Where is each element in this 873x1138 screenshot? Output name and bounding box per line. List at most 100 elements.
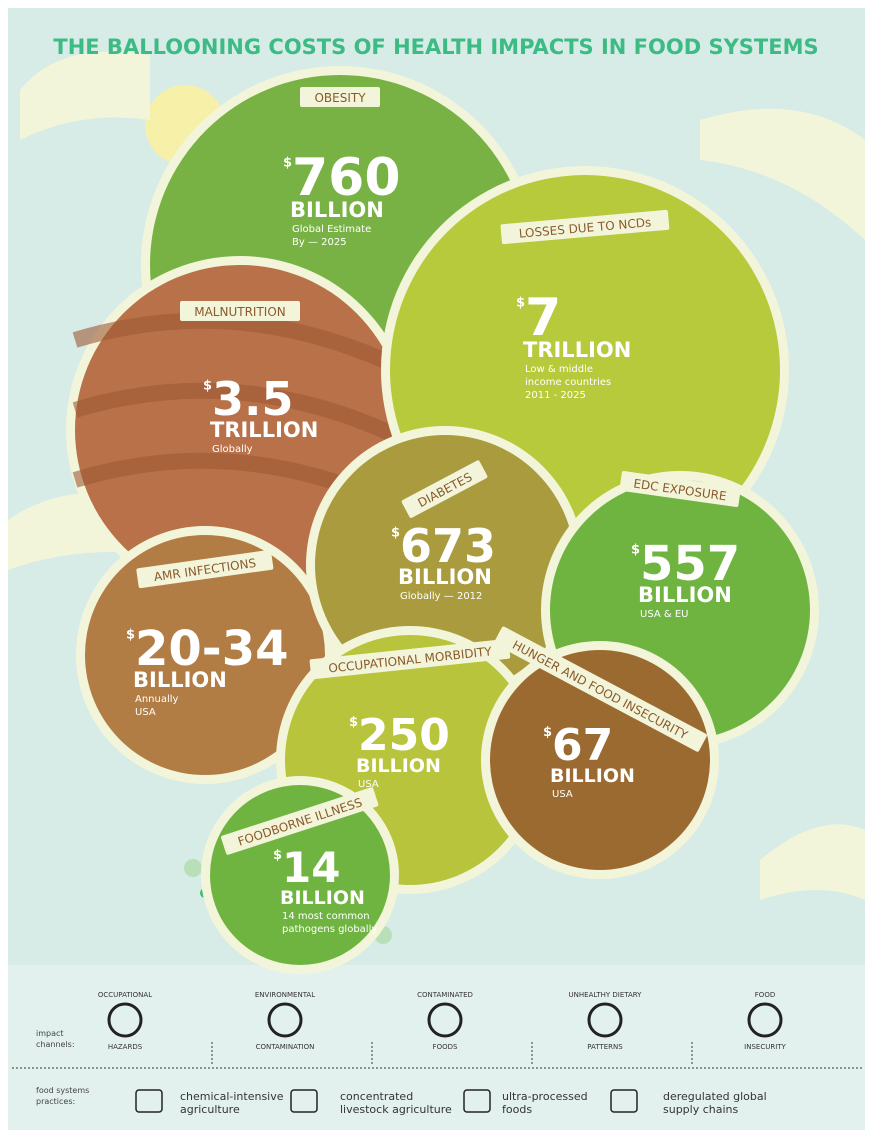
note: USA <box>358 779 379 790</box>
currency: $ <box>126 628 135 643</box>
bubble-disc <box>490 650 710 870</box>
currency: $ <box>203 379 212 394</box>
unit: BILLION <box>398 565 492 589</box>
amount: 250 <box>358 710 450 761</box>
unit: BILLION <box>638 583 732 607</box>
ribbon <box>309 638 511 680</box>
ribbon <box>221 787 379 855</box>
amount: 3.5 <box>212 372 294 426</box>
bubble-label: OBESITY <box>314 91 366 105</box>
practice-icon <box>135 1089 163 1113</box>
ribbon <box>401 460 488 518</box>
amount: 67 <box>552 720 613 771</box>
label-ribbon: OBESITY <box>300 87 380 107</box>
unit: BILLION <box>550 765 635 787</box>
footer-panel <box>8 965 865 1130</box>
channel-top: CONTAMINATED <box>417 991 473 999</box>
ribbon <box>494 626 707 752</box>
channel-icon <box>267 1002 303 1038</box>
note: Annually <box>135 694 179 705</box>
amount: 760 <box>292 148 401 208</box>
currency: $ <box>391 526 400 541</box>
practice-text: chemical-intensive <box>180 1090 284 1103</box>
unit: TRILLION <box>210 418 318 442</box>
stripe <box>72 382 409 448</box>
note: 14 most common <box>282 911 370 922</box>
channel-bottom: FOODS <box>433 1043 458 1051</box>
currency: $ <box>543 725 552 740</box>
note: pathogens globally <box>282 924 377 935</box>
unit: BILLION <box>133 668 227 692</box>
amount: 7 <box>525 288 561 348</box>
note: USA <box>552 789 573 800</box>
channels-label: impact <box>36 1029 64 1038</box>
channel-top: OCCUPATIONAL <box>98 991 152 999</box>
practice-text: livestock agriculture <box>340 1103 452 1116</box>
note: Global Estimate <box>292 224 371 235</box>
amount: 673 <box>400 519 496 573</box>
dot <box>184 859 202 877</box>
currency: $ <box>516 295 525 310</box>
note: Low & middle <box>525 364 593 375</box>
channel-top: UNHEALTHY DIETARY <box>569 991 643 999</box>
cloud <box>760 824 865 900</box>
channels-label: channels: <box>36 1040 75 1049</box>
practice-text: foods <box>502 1103 532 1116</box>
amount: 557 <box>640 536 740 592</box>
note: USA <box>135 707 156 718</box>
label-ribbon: MALNUTRITION <box>180 301 300 321</box>
unit: TRILLION <box>523 338 631 362</box>
practice-text: concentrated <box>340 1090 413 1103</box>
footer: impact channels: OCCUPATIONAL HAZARDS ENVIRO… <box>12 991 862 1116</box>
ribbon <box>500 209 670 245</box>
channel-icon <box>587 1002 623 1038</box>
practice-icon <box>610 1089 638 1113</box>
bubble-label: MALNUTRITION <box>194 305 286 319</box>
channel-bottom: PATTERNS <box>587 1043 623 1051</box>
channel-top: ENVIRONMENTAL <box>255 991 315 999</box>
channel-bottom: INSECURITY <box>744 1043 786 1051</box>
amount: 14 <box>282 843 340 892</box>
practice-text: agriculture <box>180 1103 240 1116</box>
note: 2011 - 2025 <box>525 390 586 401</box>
practices-label: food systems <box>36 1086 89 1095</box>
channel-icon <box>427 1002 463 1038</box>
note: USA & EU <box>640 609 689 620</box>
practice-icon <box>463 1089 491 1113</box>
title: THE BALLOONING COSTS OF HEALTH IMPACTS I… <box>53 35 818 59</box>
unit: BILLION <box>290 198 384 222</box>
note: Globally <box>212 444 253 455</box>
cloud <box>700 108 865 240</box>
note: income countries <box>525 377 611 388</box>
unit: BILLION <box>356 755 441 777</box>
currency: $ <box>283 155 292 170</box>
channel-bottom: CONTAMINATION <box>256 1043 315 1051</box>
bubble-disc <box>85 535 325 775</box>
channel-icon <box>747 1002 783 1038</box>
cloud <box>20 51 150 140</box>
ribbon <box>619 471 741 508</box>
practices-label: practices: <box>36 1097 75 1106</box>
stripe <box>72 312 409 378</box>
practice-icon <box>290 1089 318 1113</box>
ribbon <box>300 87 380 107</box>
note: Globally — 2012 <box>400 591 482 602</box>
channel-top: FOOD <box>755 991 775 999</box>
channel-icon <box>107 1002 143 1038</box>
practice-text: ultra-processed <box>502 1090 588 1103</box>
practice-text: supply chains <box>663 1103 739 1116</box>
currency: $ <box>273 848 282 863</box>
unit: BILLION <box>280 887 365 909</box>
currency: $ <box>631 543 640 558</box>
ribbon <box>136 549 274 589</box>
currency: $ <box>349 715 358 730</box>
channel-bottom: HAZARDS <box>108 1043 143 1051</box>
amount: 20-34 <box>135 621 289 677</box>
practice-text: deregulated global <box>663 1090 767 1103</box>
ribbon <box>180 301 300 321</box>
